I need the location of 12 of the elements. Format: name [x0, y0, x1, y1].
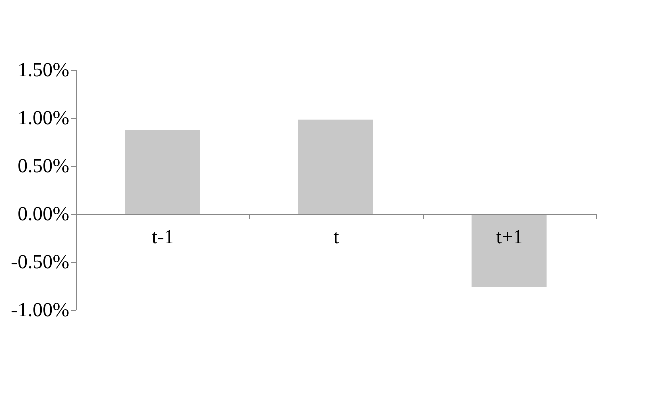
x-tick-label: t-1 [152, 226, 174, 248]
bar [472, 214, 547, 287]
y-tick-label: 0.50% [18, 156, 70, 178]
y-tick-label: 0.00% [18, 204, 70, 226]
bar [125, 130, 200, 214]
y-tick-label: 1.00% [18, 108, 70, 130]
x-tick-label: t [334, 226, 340, 248]
x-tick-label: t+1 [496, 226, 524, 248]
bar [298, 120, 374, 214]
y-tick-label: -0.50% [11, 252, 70, 274]
y-tick-label: -1.00% [11, 300, 70, 322]
y-tick-label: 1.50% [18, 60, 70, 82]
